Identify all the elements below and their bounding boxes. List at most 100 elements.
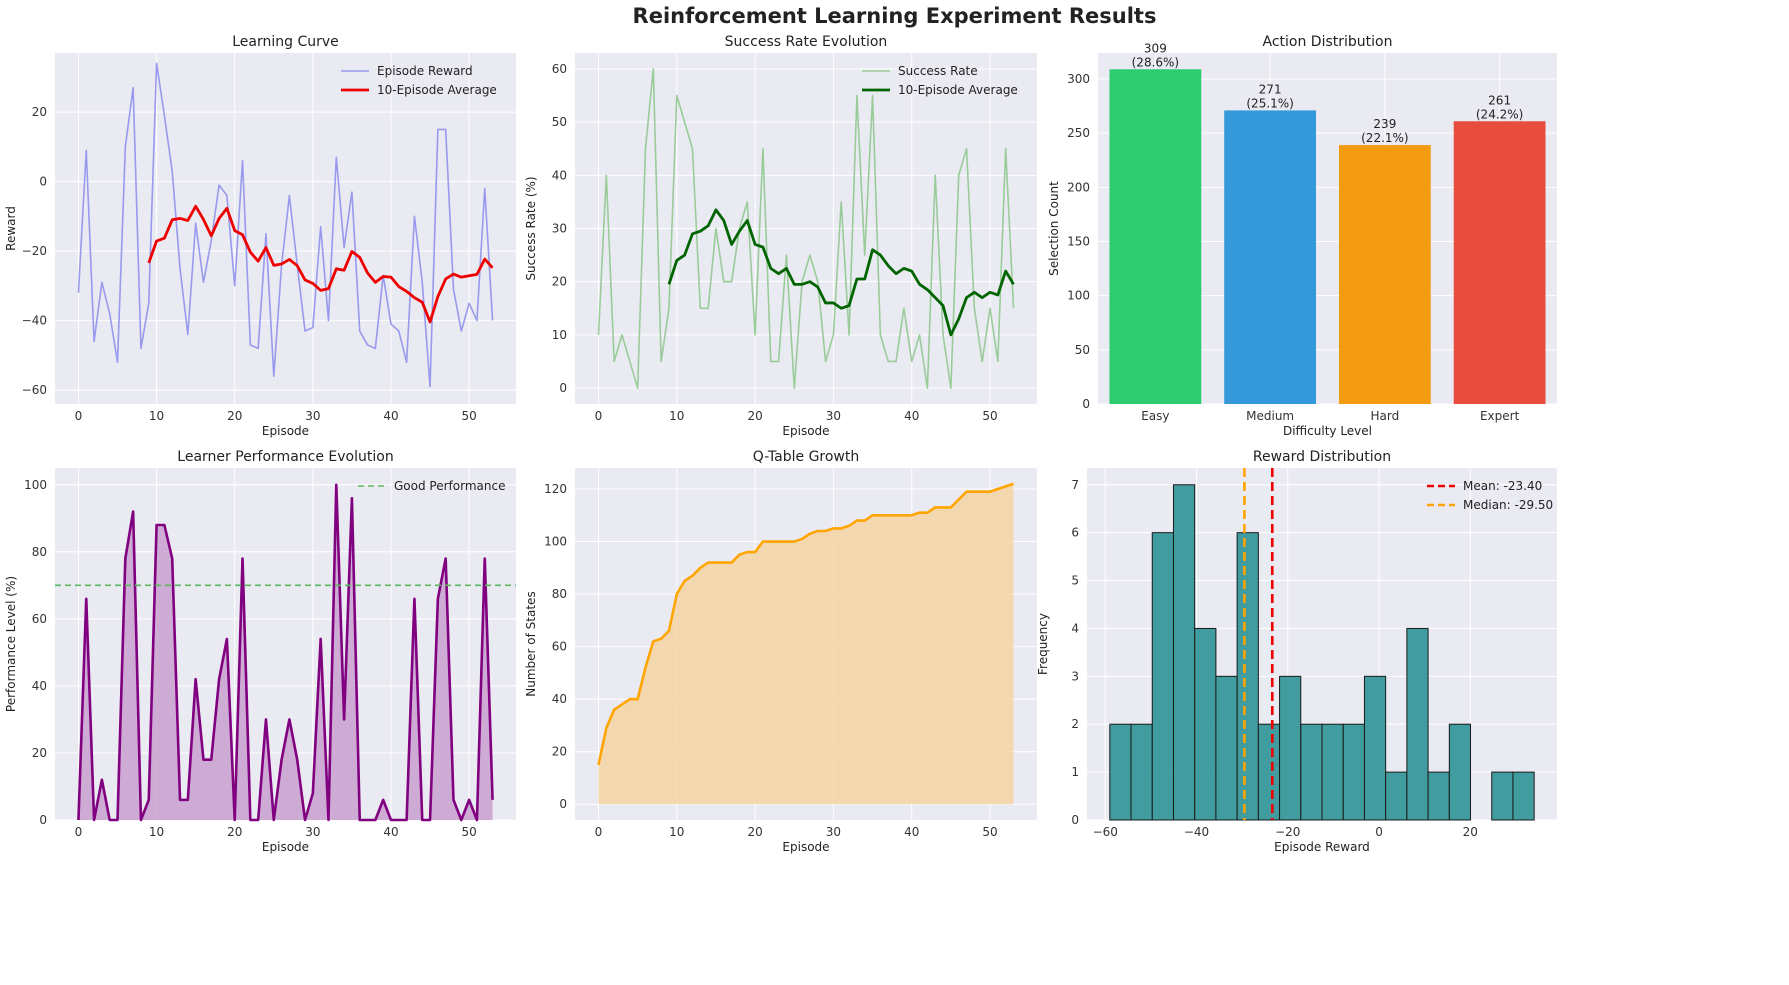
legend-label: Mean: -23.40 (1463, 479, 1542, 493)
area-fill (598, 483, 1014, 805)
chart-title: Learning Curve (232, 34, 339, 50)
bar-percent-label: (28.6%) (1132, 55, 1179, 69)
y-tick-label: 80 (552, 587, 567, 601)
x-tick-label: 40 (904, 409, 919, 423)
legend-label: Median: -29.50 (1463, 498, 1553, 512)
chart-learner_performance: Learner Performance Evolution Episode Perf… (4, 449, 516, 854)
y-axis-label: Selection Count (1047, 181, 1061, 276)
x-tick-label: Expert (1480, 409, 1520, 423)
y-tick-label: 20 (552, 275, 567, 289)
x-tick-label: 30 (305, 825, 320, 839)
series-line-1 (667, 208, 1015, 337)
x-tick-label: 20 (227, 409, 242, 423)
y-tick-label: −40 (22, 314, 47, 328)
x-tick-label: −20 (1275, 825, 1300, 839)
x-tick-label: −40 (1184, 825, 1209, 839)
histogram-bar (1279, 675, 1302, 821)
y-tick-label: 10 (552, 328, 567, 342)
y-tick-label: 250 (1067, 126, 1090, 140)
legend-label: Success Rate (898, 64, 978, 78)
chart-learning_curve: Learning Curve Episode Reward −60 −40 −20 0 20 0… (4, 34, 516, 438)
y-tick-label: 100 (24, 478, 47, 492)
y-tick-label: 150 (1067, 235, 1090, 249)
y-tick-label: 30 (552, 222, 567, 236)
legend-label: Episode Reward (377, 64, 473, 78)
y-tick-label: 20 (32, 105, 47, 119)
y-tick-label: 6 (1071, 526, 1079, 540)
histogram-bar (1300, 723, 1323, 821)
y-tick-label: 40 (32, 679, 47, 693)
y-tick-label: 0 (1071, 813, 1079, 827)
bar-percent-label: (22.1%) (1361, 131, 1408, 145)
y-tick-label: 40 (552, 692, 567, 706)
bar-expert (1453, 121, 1546, 404)
x-tick-label: 0 (75, 409, 83, 423)
y-tick-label: 7 (1071, 478, 1079, 492)
bar-value-label: 239 (1373, 117, 1396, 131)
x-tick-label: Medium (1246, 409, 1294, 423)
series-line-1 (147, 204, 494, 324)
y-tick-label: 50 (1075, 343, 1090, 357)
y-axis-label: Success Rate (%) (524, 176, 538, 280)
x-tick-label: 10 (149, 409, 164, 423)
x-tick-label: 10 (669, 409, 684, 423)
bar-percent-label: (24.2%) (1476, 107, 1523, 121)
bar-value-label: 271 (1259, 82, 1282, 96)
y-tick-label: 60 (32, 612, 47, 626)
y-tick-label: 1 (1071, 765, 1079, 779)
chart-title: Learner Performance Evolution (177, 449, 393, 465)
histogram-bar (1363, 675, 1387, 821)
histogram-bar (1342, 723, 1365, 821)
x-axis-label: Episode (262, 424, 309, 438)
x-tick-label: 0 (595, 825, 603, 839)
y-axis-label: Frequency (1036, 613, 1050, 675)
chart-title: Action Distribution (1263, 34, 1393, 50)
figure-title: Reinforcement Learning Experiment Result… (632, 4, 1157, 28)
histogram-bar (1130, 723, 1153, 821)
x-tick-label: 30 (305, 409, 320, 423)
histogram-bar (1321, 723, 1344, 821)
x-tick-label: 0 (1375, 825, 1383, 839)
bar-percent-label: (25.1%) (1246, 96, 1293, 110)
y-axis-label: Performance Level (%) (4, 576, 18, 712)
bar-value-label: 309 (1144, 41, 1167, 55)
legend-label: 10-Episode Average (898, 83, 1018, 97)
bar-medium (1224, 110, 1317, 405)
y-tick-label: 5 (1071, 574, 1079, 588)
y-tick-label: 0 (39, 813, 47, 827)
legend-label: 10-Episode Average (377, 83, 497, 97)
histogram-bar (1448, 723, 1472, 821)
x-tick-label: 50 (461, 825, 476, 839)
x-axis-label: Episode (782, 840, 829, 854)
y-tick-label: 0 (559, 797, 567, 811)
x-tick-label: 30 (826, 825, 841, 839)
chart-success_rate: Success Rate Evolution Episode Success Rat… (524, 34, 1037, 438)
series-line-0 (77, 62, 494, 388)
y-tick-label: 0 (559, 381, 567, 395)
x-axis-label: Episode (782, 424, 829, 438)
y-tick-label: −20 (22, 244, 47, 258)
x-tick-label: 20 (747, 409, 762, 423)
x-tick-label: 0 (75, 825, 83, 839)
x-tick-label: 40 (904, 825, 919, 839)
y-tick-label: 0 (39, 175, 47, 189)
y-tick-label: 60 (552, 62, 567, 76)
x-tick-label: −60 (1093, 825, 1118, 839)
x-axis-label: Difficulty Level (1283, 424, 1372, 438)
series-line (597, 482, 1014, 766)
chart-qtable_growth: Q-Table Growth Episode Number of States 0 20… (524, 449, 1037, 854)
histogram-bar (1109, 723, 1132, 821)
y-tick-label: 20 (552, 745, 567, 759)
x-tick-label: 40 (383, 409, 398, 423)
chart-action_distribution: Action Distribution Difficulty Level Selec… (1047, 34, 1557, 438)
x-tick-label: 20 (227, 825, 242, 839)
bar-easy (1109, 69, 1202, 404)
y-tick-label: 300 (1067, 72, 1090, 86)
series-line (77, 483, 494, 822)
legend-label: Good Performance (394, 479, 505, 493)
histogram-bar (1194, 627, 1217, 821)
chart-title: Success Rate Evolution (725, 34, 888, 50)
series-line-0 (597, 68, 1015, 389)
bar-hard (1338, 145, 1431, 405)
histogram-bar (1257, 723, 1281, 821)
